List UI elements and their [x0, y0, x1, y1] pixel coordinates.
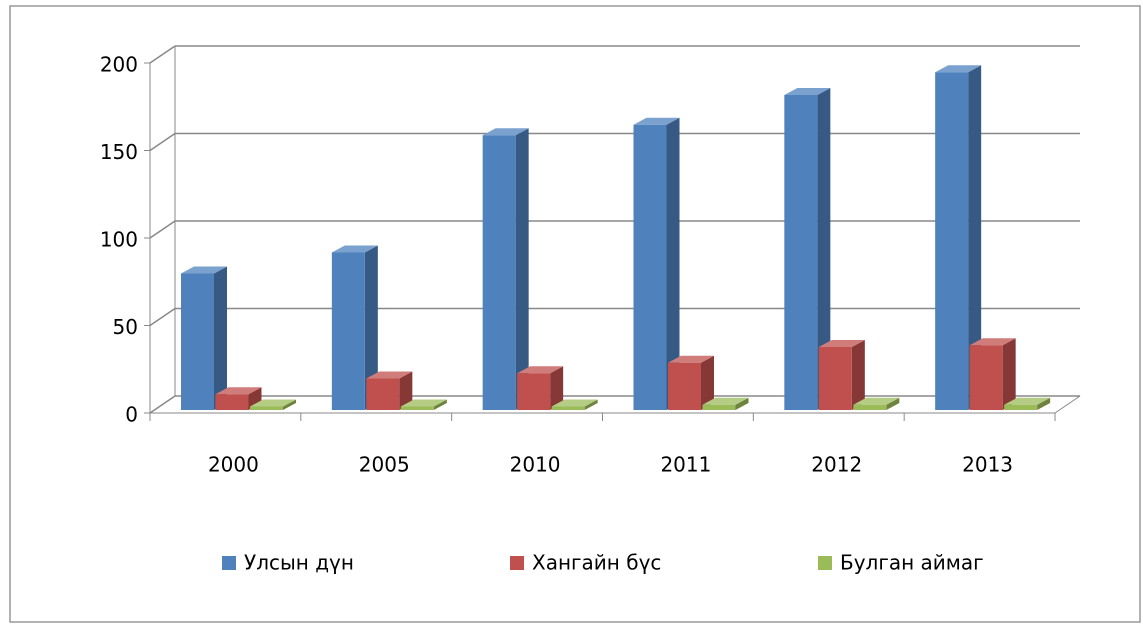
bar-front: [969, 345, 1003, 410]
bar-side: [364, 245, 378, 410]
bar-front: [400, 406, 434, 410]
x-tick-label: 2013: [962, 453, 1013, 477]
bar-front: [331, 252, 365, 410]
bar-side: [735, 397, 749, 410]
floor-right: [1054, 395, 1081, 414]
bar-top: [250, 399, 296, 407]
bar-side: [886, 397, 900, 410]
bar: [702, 397, 749, 410]
bar-top: [702, 397, 749, 405]
bar: [366, 371, 413, 410]
x-tick-label: 2010: [510, 453, 561, 477]
bar-top: [215, 387, 262, 395]
legend-swatch: [222, 556, 236, 570]
legend-label: Булган аймаг: [840, 551, 984, 575]
bar-front: [250, 406, 283, 410]
bar-top: [400, 399, 447, 407]
grid-line-side: [149, 307, 176, 327]
bar-top: [818, 340, 865, 347]
bar-side: [701, 355, 714, 410]
bar-front: [1004, 404, 1038, 410]
grid-line-side: [149, 395, 176, 414]
bar-top: [784, 88, 831, 95]
bar-side: [214, 266, 227, 410]
y-tick-label: 100: [100, 228, 138, 252]
bar-side: [584, 399, 598, 410]
bar-front: [366, 378, 400, 410]
bar: [935, 65, 982, 410]
legend-swatch: [510, 556, 524, 570]
x-tick-label: 2000: [208, 453, 259, 477]
grid-line-side: [149, 45, 176, 64]
y-tick-label: 150: [100, 140, 138, 164]
bar-side: [550, 366, 564, 410]
grid-line-side: [149, 220, 176, 239]
bar-top: [1004, 397, 1051, 405]
bar: [633, 117, 680, 410]
bar-top: [517, 366, 564, 374]
bar-side: [399, 371, 413, 410]
bar-side: [283, 399, 296, 410]
grid-line-side: [149, 132, 176, 152]
bar-front: [668, 362, 701, 410]
x-tick-label: 2011: [660, 453, 711, 477]
bar: [250, 399, 296, 410]
bar: [853, 397, 900, 410]
bar-top: [668, 355, 714, 363]
bar-top: [482, 128, 529, 136]
bar: [482, 128, 529, 410]
legend-label: Улсын дүн: [244, 551, 354, 575]
bar: [331, 245, 378, 410]
bar-front: [818, 347, 852, 410]
bar-front: [215, 394, 249, 410]
bar-top: [181, 266, 227, 274]
bar-top: [935, 65, 982, 73]
x-tick-label: 2005: [359, 453, 410, 477]
bar-top: [969, 338, 1016, 346]
bar: [551, 399, 598, 410]
bar: [668, 355, 714, 410]
y-tick-label: 50: [113, 315, 138, 339]
bar: [400, 399, 447, 410]
bar-front: [482, 135, 516, 410]
bar-top: [853, 397, 900, 405]
y-tick-label: 200: [100, 53, 138, 77]
bar: [517, 366, 564, 410]
bar-front: [853, 404, 887, 410]
bar-front: [935, 72, 969, 410]
bar-side: [817, 88, 831, 410]
legend-swatch: [818, 556, 832, 570]
bar-top: [331, 245, 378, 253]
legend-label: Хангайн бүс: [532, 551, 661, 575]
bar: [784, 88, 831, 410]
bar: [181, 266, 227, 410]
bar-front: [784, 95, 818, 410]
bar: [818, 340, 865, 410]
bar-top: [551, 399, 598, 407]
bar-side: [433, 399, 447, 410]
x-tick-label: 2012: [811, 453, 862, 477]
bar-top: [366, 371, 413, 379]
bar-side: [851, 340, 865, 410]
bar-side: [515, 128, 529, 410]
bar-front: [633, 124, 667, 410]
bar-side: [968, 65, 982, 410]
bar: [1004, 397, 1051, 410]
bar-side: [1002, 338, 1016, 410]
bar-front: [517, 373, 551, 410]
bar-front: [181, 273, 214, 410]
bar-side: [666, 117, 680, 410]
y-tick-label: 0: [125, 403, 138, 427]
bar: [969, 338, 1016, 410]
bar-front: [702, 404, 736, 410]
bar-front: [551, 406, 585, 410]
bar-top: [633, 117, 680, 125]
bar-side: [1037, 397, 1051, 410]
